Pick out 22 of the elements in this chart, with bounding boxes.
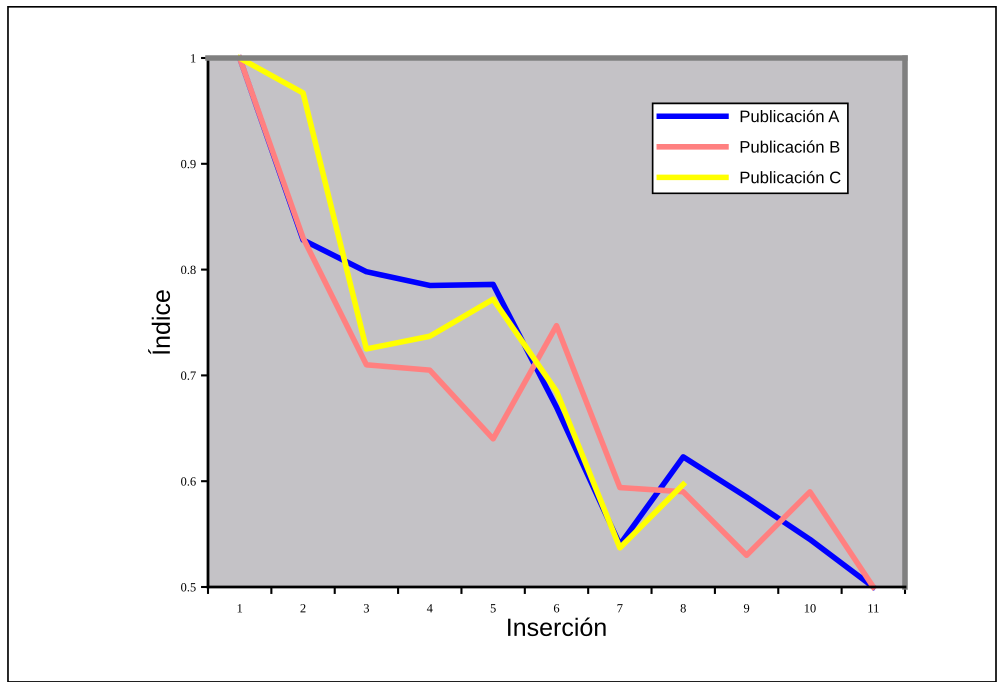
y-tick-label: 0.9	[181, 160, 196, 168]
y-tick-label: 0.7	[181, 371, 196, 380]
y-tick-label: 1	[191, 54, 196, 62]
x-tick-label: 11	[868, 604, 879, 612]
x-tick-label: 9	[744, 604, 750, 612]
x-tick-label: 2	[300, 604, 306, 612]
x-tick-label: 7	[618, 604, 623, 612]
x-tick-label: 6	[554, 604, 560, 612]
y-axis-title: Índice	[148, 290, 170, 354]
x-tick-label: 1	[238, 604, 242, 612]
x-axis-title: Inserción	[508, 617, 606, 636]
legend-label: Publicación B	[740, 140, 840, 153]
x-tick-label: 8	[680, 604, 686, 612]
x-tick-label: 3	[364, 604, 370, 612]
x-tick-label: 4	[426, 604, 433, 612]
legend-label: Publicación C	[740, 170, 841, 184]
legend-label: Publicación A	[740, 110, 840, 122]
y-tick-label: 0.6	[181, 477, 196, 486]
x-tick-label: 5	[490, 604, 496, 612]
x-tick-label: 10	[804, 604, 816, 612]
y-tick-label: 0.5	[181, 583, 196, 592]
y-tick-label: 0.8	[181, 266, 196, 274]
